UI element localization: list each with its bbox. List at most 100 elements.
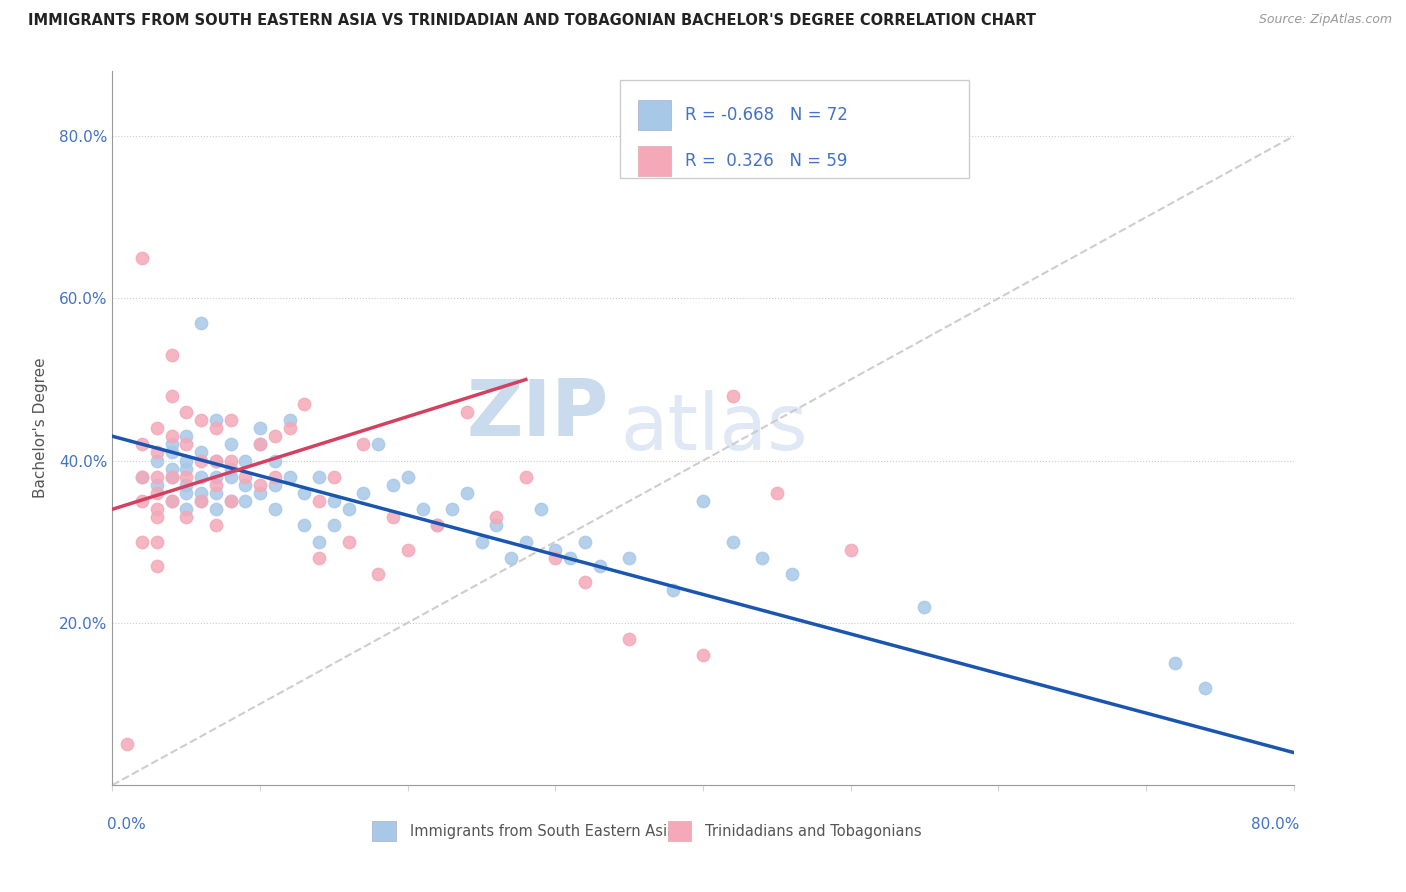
Point: [160, 461, 183, 475]
Point: [278, 413, 301, 427]
Point: [352, 486, 374, 500]
Point: [588, 559, 610, 574]
Point: [190, 445, 212, 459]
Point: [485, 510, 508, 524]
Point: [117, 738, 138, 752]
Text: atlas: atlas: [620, 390, 808, 467]
Point: [544, 542, 567, 557]
Point: [411, 502, 433, 516]
Point: [456, 486, 478, 500]
Point: [190, 453, 212, 467]
Point: [1194, 681, 1216, 695]
Point: [146, 486, 169, 500]
Point: [751, 550, 773, 565]
Point: [264, 470, 287, 484]
Point: [160, 470, 183, 484]
Point: [249, 478, 271, 492]
Text: ZIP: ZIP: [467, 376, 609, 452]
Point: [160, 389, 183, 403]
Point: [529, 502, 551, 516]
Point: [146, 510, 169, 524]
Point: [839, 542, 862, 557]
Point: [146, 502, 169, 516]
Text: 0.0%: 0.0%: [107, 817, 145, 832]
FancyBboxPatch shape: [620, 80, 969, 178]
Point: [146, 478, 169, 492]
Point: [190, 494, 212, 508]
FancyBboxPatch shape: [668, 822, 692, 841]
Point: [205, 413, 228, 427]
Point: [190, 470, 212, 484]
Point: [308, 494, 330, 508]
Point: [174, 510, 197, 524]
Point: [160, 437, 183, 451]
Point: [233, 470, 256, 484]
Point: [205, 486, 228, 500]
Point: [219, 413, 242, 427]
Point: [205, 453, 228, 467]
Point: [619, 550, 641, 565]
Point: [174, 461, 197, 475]
Point: [174, 405, 197, 419]
Point: [914, 599, 936, 614]
Text: R = -0.668   N = 72: R = -0.668 N = 72: [685, 106, 848, 125]
Point: [174, 502, 197, 516]
Point: [515, 470, 537, 484]
Point: [352, 437, 374, 451]
Point: [249, 437, 271, 451]
Text: R =  0.326   N = 59: R = 0.326 N = 59: [685, 153, 848, 170]
Point: [219, 494, 242, 508]
Point: [662, 583, 685, 598]
Point: [219, 470, 242, 484]
Text: 80.0%: 80.0%: [1251, 817, 1299, 832]
Point: [131, 437, 153, 451]
Point: [382, 510, 405, 524]
Point: [131, 534, 153, 549]
Point: [780, 567, 803, 582]
Point: [249, 421, 271, 435]
Point: [292, 397, 315, 411]
Point: [233, 494, 256, 508]
Point: [219, 494, 242, 508]
Point: [1164, 657, 1187, 671]
Point: [323, 494, 346, 508]
Point: [146, 534, 169, 549]
Point: [485, 518, 508, 533]
Point: [174, 478, 197, 492]
Text: Trinidadians and Tobagonians: Trinidadians and Tobagonians: [706, 824, 922, 838]
Point: [205, 421, 228, 435]
Point: [619, 632, 641, 646]
Point: [131, 470, 153, 484]
Point: [766, 486, 789, 500]
Point: [501, 550, 523, 565]
Point: [323, 470, 346, 484]
Point: [174, 470, 197, 484]
Point: [233, 453, 256, 467]
Point: [219, 461, 242, 475]
Point: [692, 494, 714, 508]
Y-axis label: Bachelor's Degree: Bachelor's Degree: [32, 358, 48, 499]
Point: [146, 453, 169, 467]
Point: [190, 486, 212, 500]
Point: [292, 518, 315, 533]
Point: [721, 534, 744, 549]
Point: [190, 413, 212, 427]
Point: [292, 486, 315, 500]
Point: [146, 470, 169, 484]
Point: [441, 502, 464, 516]
Point: [721, 389, 744, 403]
Point: [131, 470, 153, 484]
Point: [160, 470, 183, 484]
Point: [249, 486, 271, 500]
Point: [323, 518, 346, 533]
Point: [396, 470, 419, 484]
Point: [308, 470, 330, 484]
Point: [515, 534, 537, 549]
Text: IMMIGRANTS FROM SOUTH EASTERN ASIA VS TRINIDADIAN AND TOBAGONIAN BACHELOR'S DEGR: IMMIGRANTS FROM SOUTH EASTERN ASIA VS TR…: [28, 13, 1036, 29]
Point: [160, 429, 183, 443]
Point: [426, 518, 449, 533]
FancyBboxPatch shape: [373, 822, 396, 841]
Point: [574, 534, 596, 549]
Point: [308, 534, 330, 549]
Point: [205, 478, 228, 492]
